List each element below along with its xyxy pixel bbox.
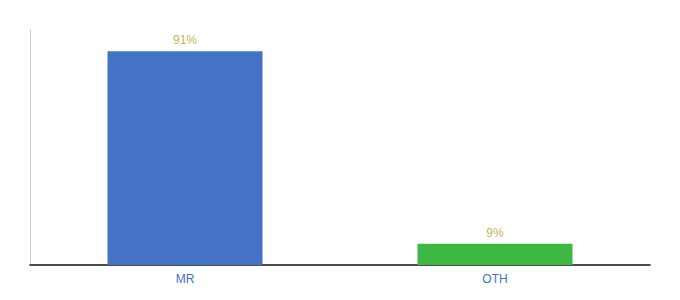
svg-text:9%: 9% [486,226,504,240]
svg-text:91%: 91% [173,33,197,47]
svg-text:MR: MR [176,272,195,286]
svg-text:OTH: OTH [482,272,507,286]
